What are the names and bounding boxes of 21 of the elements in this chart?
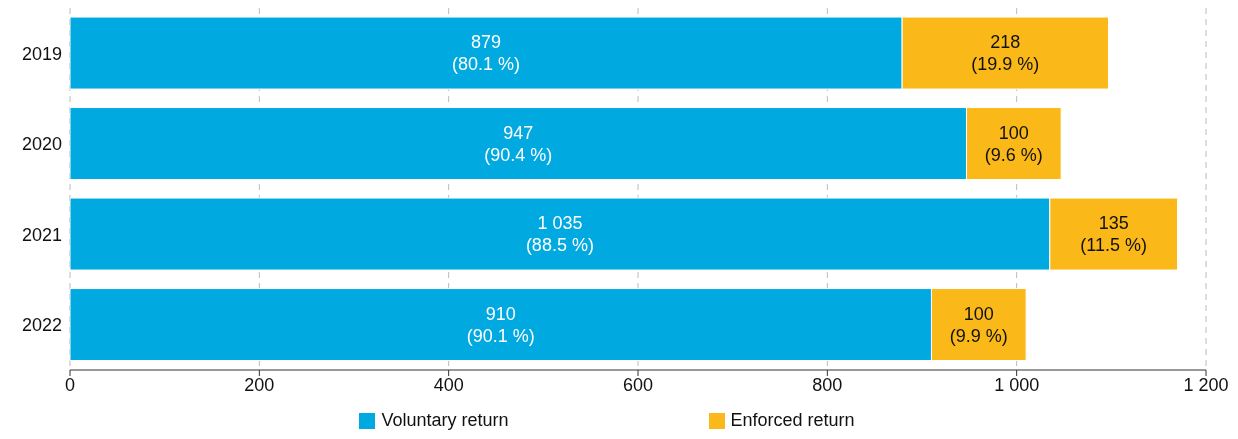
y-tick-label: 2020 bbox=[21, 134, 62, 155]
y-tick-label: 2022 bbox=[21, 315, 62, 336]
x-tick-label: 600 bbox=[622, 374, 654, 395]
x-tick-label: 1 200 bbox=[1183, 374, 1229, 395]
legend-label: Enforced return bbox=[730, 410, 855, 431]
y-tick-label: 2019 bbox=[21, 43, 62, 64]
data-label: 910 (90.1 %) bbox=[466, 303, 535, 346]
x-tick-label: 800 bbox=[812, 374, 843, 395]
text: Voluntary return bbox=[381, 410, 509, 431]
data-label: 947 (90.4 %) bbox=[484, 122, 553, 165]
data-label: 879 (80.1 %) bbox=[452, 32, 521, 75]
y-tick-label: 2021 bbox=[21, 224, 62, 245]
data-label: 100 (9.6 %) bbox=[984, 122, 1043, 165]
data-label: 1 035 (88.5 %) bbox=[525, 213, 594, 256]
x-tick-label: 0 bbox=[64, 374, 76, 395]
x-tick-label: 200 bbox=[244, 374, 275, 395]
x-tick-label: 400 bbox=[433, 374, 464, 395]
x-tick-label: 1 000 bbox=[994, 374, 1040, 395]
data-label: 218 (19.9 %) bbox=[971, 32, 1040, 75]
data-label: 135 (11.5 %) bbox=[1080, 213, 1148, 256]
data-label: 100 (9.9 %) bbox=[949, 303, 1008, 346]
